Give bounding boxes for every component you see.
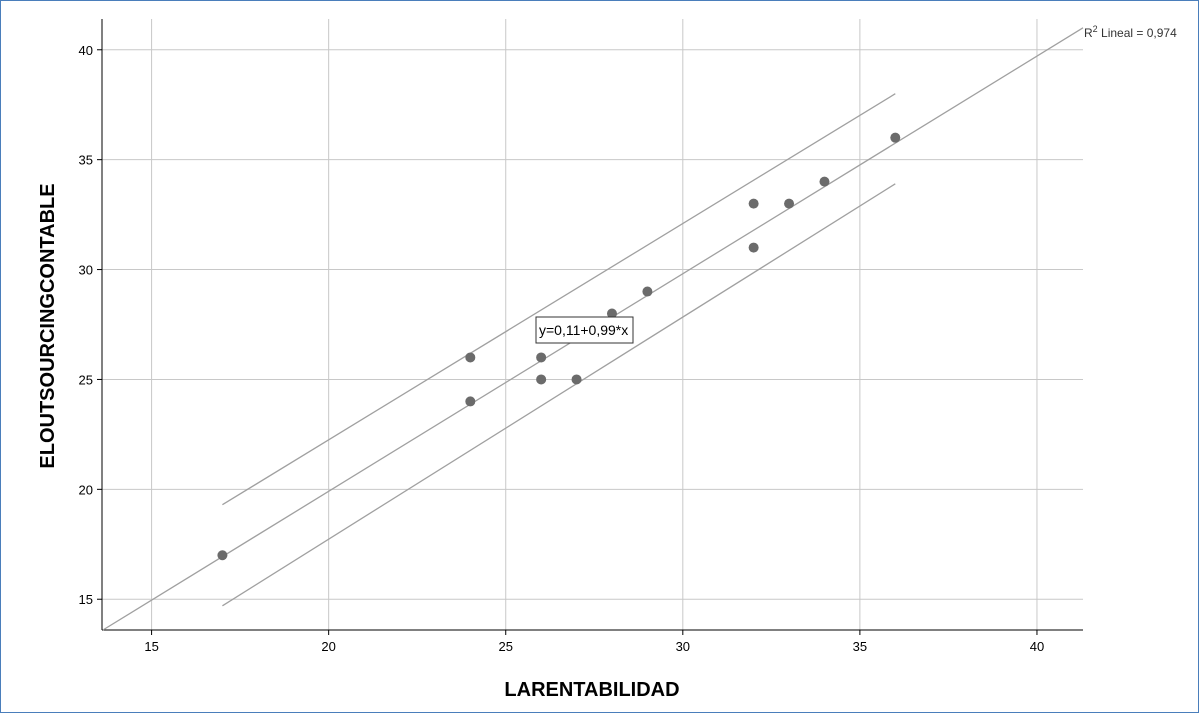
y-axis-title: ELOUTSOURCINGCONTABLE: [37, 183, 59, 468]
x-tick-label: 40: [1030, 639, 1044, 654]
data-point: [748, 198, 759, 209]
y-tick-label: 15: [79, 592, 93, 607]
equation-text: y=0,11+0,99*x: [539, 322, 628, 338]
y-tick-label: 30: [79, 263, 93, 278]
data-point: [819, 176, 830, 187]
r2-label: R2 Lineal = 0,974: [1084, 24, 1177, 40]
axes: [97, 19, 1083, 635]
x-tick-label: 20: [321, 639, 335, 654]
data-point: [536, 352, 547, 363]
y-tick-label: 35: [79, 153, 93, 168]
upper-interval-line: [222, 93, 896, 506]
x-tick-label: 35: [853, 639, 867, 654]
r2-superscript: 2: [1093, 24, 1098, 34]
data-point: [890, 132, 901, 143]
data-point: [642, 286, 653, 297]
data-point: [217, 550, 228, 561]
x-axis-title: LARENTABILIDAD: [504, 679, 679, 701]
data-point: [748, 242, 759, 253]
data-point: [536, 374, 547, 385]
data-points: [217, 132, 901, 561]
y-tick-label: 40: [79, 43, 93, 58]
x-tick-label: 25: [498, 639, 512, 654]
x-tick-label: 30: [676, 639, 690, 654]
tick-labels: 15 20 25 30 35 40 15 20 25 30 35 40: [79, 43, 1045, 654]
grid-lines: [102, 19, 1083, 630]
y-tick-label: 20: [79, 482, 93, 497]
r2-prefix: R: [1084, 26, 1093, 40]
lower-interval-line: [222, 183, 896, 607]
equation-label-box: y=0,11+0,99*x: [535, 316, 634, 344]
equation-box: [535, 316, 634, 344]
x-tick-label: 15: [144, 639, 158, 654]
data-point: [784, 198, 795, 209]
r2-suffix: Lineal = 0,974: [1098, 26, 1177, 40]
y-tick-label: 25: [79, 372, 93, 387]
data-point: [465, 352, 476, 363]
data-point: [465, 396, 476, 407]
data-point: [606, 308, 617, 319]
data-point: [571, 374, 582, 385]
